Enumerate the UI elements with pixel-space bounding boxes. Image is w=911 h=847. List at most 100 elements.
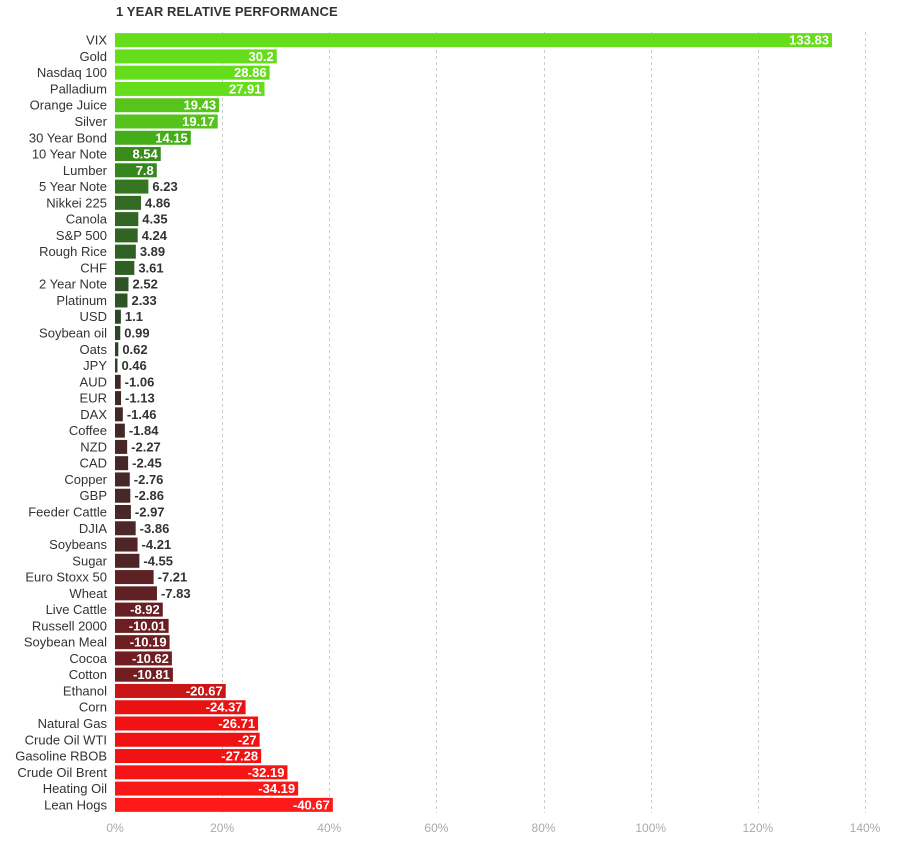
x-tick-label: 80% [532,821,556,835]
bar-heating-oil [115,781,299,796]
category-label: Russell 2000 [32,618,107,633]
bar-usd [115,309,121,324]
bar-euro-stoxx-50 [115,570,154,585]
category-label: Natural Gas [38,716,108,731]
bar-crude-oil-wti [115,732,260,747]
bar-soybean-oil [115,326,121,341]
category-label: S&P 500 [56,228,107,243]
bar-lumber [115,163,157,178]
value-label: -2.76 [134,472,164,487]
value-label: -10.19 [130,635,167,650]
value-label: 3.89 [140,244,165,259]
value-label: -2.45 [132,456,162,471]
bar-eur [115,391,122,406]
bar-30-year-bond [115,130,191,145]
bar-chf [115,260,135,275]
category-label: JPY [83,358,107,373]
category-label: Crude Oil Brent [17,765,107,780]
value-label: 0.99 [124,326,149,341]
bar-crude-oil-brent [115,765,288,780]
value-label: -34.19 [258,781,295,796]
category-label: Lumber [63,163,108,178]
value-label: 14.15 [155,130,188,145]
category-label: Nasdaq 100 [37,65,107,80]
value-label: -2.27 [131,439,161,454]
value-label: -4.21 [142,537,172,552]
bar-orange-juice [115,98,220,113]
bar-lean-hogs [115,797,333,812]
x-tick-label: 140% [850,821,881,835]
value-label: -32.19 [248,765,285,780]
value-label: -1.13 [125,391,155,406]
value-label: 30.2 [248,49,273,64]
value-label: -40.67 [293,797,330,812]
category-label: Sugar [72,553,107,568]
x-tick-label: 20% [210,821,234,835]
bar-gold [115,49,277,64]
value-label: 2.33 [131,293,156,308]
value-label: 3.61 [138,260,163,275]
bar-cad [115,456,129,471]
category-label: 2 Year Note [39,277,107,292]
value-label: -1.84 [129,423,159,438]
value-label: -20.67 [186,683,223,698]
value-label: -26.71 [218,716,255,731]
category-label: Lean Hogs [44,797,107,812]
category-label: Oats [80,342,108,357]
bar-djia [115,521,136,536]
bar-corn [115,700,246,715]
bar-coffee [115,423,125,438]
category-label: VIX [86,33,107,48]
x-tick-label: 120% [743,821,774,835]
value-label: 4.35 [142,212,167,227]
bar-canola [115,212,139,227]
category-label: AUD [80,374,107,389]
value-label: 19.43 [184,98,217,113]
category-label: NZD [80,439,107,454]
grid-layer [222,32,866,813]
bar-russell-2000 [115,618,169,633]
category-label: Corn [79,700,107,715]
value-label: 4.86 [145,195,170,210]
bar-natural-gas [115,716,259,731]
category-label: Nikkei 225 [46,195,107,210]
value-label: -3.86 [140,521,170,536]
bar-sugar [115,553,140,568]
category-label: Soybean Meal [24,635,107,650]
category-label: Soybeans [49,537,107,552]
category-label: Gasoline RBOB [15,749,107,764]
bar-ethanol [115,683,226,698]
value-label: 2.52 [133,277,158,292]
value-label: -27 [238,732,257,747]
bar-nasdaq-100 [115,65,270,80]
category-label: Silver [74,114,107,129]
bar-platinum [115,293,128,308]
category-label: Copper [64,472,107,487]
value-label: -2.97 [135,504,165,519]
value-label: -27.28 [221,749,258,764]
category-label: EUR [80,391,107,406]
category-label: CHF [80,260,107,275]
value-label: 133.83 [789,33,829,48]
category-label: Heating Oil [43,781,107,796]
bar-live-cattle [115,602,163,617]
bar-aud [115,374,121,389]
category-label: Feeder Cattle [28,504,107,519]
value-label: 1.1 [125,309,143,324]
value-label: 0.62 [122,342,147,357]
category-label: Gold [80,49,107,64]
label-layer: VIX 133.83 Gold 30.2 Nasdaq 100 28.86 Palladiu… [15,33,829,813]
bar-dax [115,407,123,422]
value-label: -1.46 [127,407,157,422]
bar-cocoa [115,651,172,666]
chart-title: 1 YEAR RELATIVE PERFORMANCE [116,4,338,19]
category-label: Canola [66,212,108,227]
category-label: Cocoa [69,651,107,666]
bar-soybeans [115,537,138,552]
category-label: Wheat [69,586,107,601]
x-tick-label: 40% [317,821,341,835]
bar-rough-rice [115,244,136,259]
bar-gasoline-rbob [115,749,262,764]
category-label: USD [80,309,107,324]
